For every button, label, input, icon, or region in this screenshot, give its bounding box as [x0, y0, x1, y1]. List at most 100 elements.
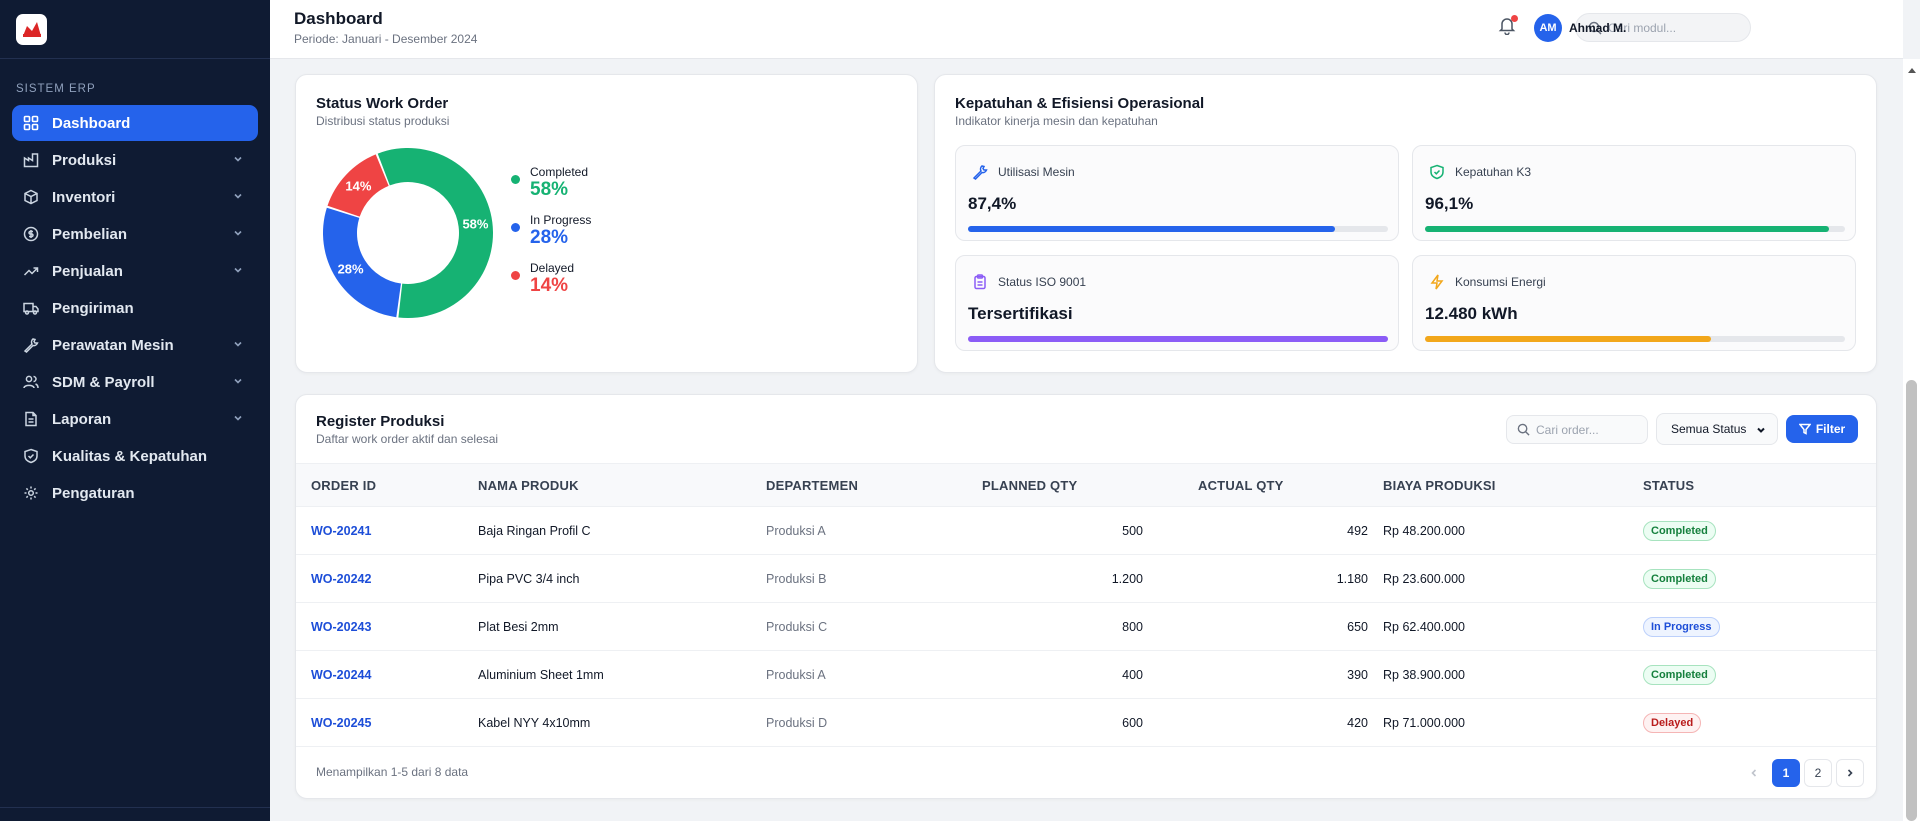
product-name-cell: Pipa PVC 3/4 inch [478, 571, 580, 586]
chevron-down-icon [234, 193, 242, 199]
column-header-planned-qty[interactable]: PLANNED QTY [982, 477, 1078, 493]
clipboard-icon [974, 274, 986, 290]
legend-label: Completed [530, 165, 589, 179]
search-placeholder: Cari modul... [1608, 20, 1677, 35]
status-cell: Completed [1643, 555, 1876, 603]
trending-up-icon [22, 262, 40, 280]
gear-icon [22, 484, 40, 502]
card-subtitle: Daftar work order aktif dan selesai [316, 432, 499, 446]
product-name-cell: Plat Besi 2mm [478, 619, 559, 634]
boxes-icon [22, 188, 40, 206]
sidebar-item-kualitas-kepatuhan[interactable]: Kualitas & Kepatuhan [12, 438, 258, 474]
sidebar-item-label: Perawatan Mesin [52, 336, 174, 354]
scrollbar-thumb[interactable] [1906, 380, 1917, 821]
sidebar-item-pengiriman[interactable]: Pengiriman [12, 290, 258, 326]
search-icon [1588, 21, 1602, 35]
actual-qty-cell: 420 [1347, 715, 1368, 730]
column-header-status[interactable]: STATUS [1643, 477, 1695, 493]
period-label: Periode: Januari - Desember 2024 [294, 32, 478, 46]
chevron-down-icon [234, 156, 242, 162]
column-header-nama-produk[interactable]: NAMA PRODUK [478, 477, 579, 493]
sidebar-item-sdm-payroll[interactable]: SDM & Payroll [12, 364, 258, 400]
column-header-actual-qty[interactable]: ACTUAL QTY [1198, 477, 1284, 493]
table-row[interactable]: WO-20244 Aluminium Sheet 1mm Produksi A 400… [296, 651, 1876, 699]
module-search-input[interactable]: Cari modul... [1575, 13, 1751, 42]
donut-slice-completed[interactable] [377, 148, 493, 318]
filter-label: Filter [1815, 422, 1846, 436]
status-select[interactable]: Semua Status [1656, 413, 1778, 445]
donut-slice-delayed[interactable] [327, 154, 389, 217]
production-table: ORDER ID NAMA PRODUK DEPARTEMEN PLANNED … [296, 463, 1876, 747]
filter-button[interactable]: Filter [1786, 415, 1858, 443]
legend-item-completed: Completed 58% [511, 165, 591, 201]
donut-slice-in-progress[interactable] [323, 207, 401, 318]
bell-icon[interactable] [1498, 16, 1516, 35]
kpi-progress-track [968, 336, 1388, 342]
kpi-value: 87,4% [968, 194, 1017, 213]
wrench-icon [972, 165, 988, 180]
table-row[interactable]: WO-20241 Baja Ringan Profil C Produksi A 50… [296, 507, 1876, 555]
work-order-donut-chart: 58% 28% 14% [323, 148, 493, 318]
sidebar-item-laporan[interactable]: Laporan [12, 401, 258, 437]
grid-icon [22, 114, 40, 132]
column-header-order-id[interactable]: ORDER ID [311, 477, 377, 493]
kpi-progress-fill [1425, 336, 1711, 342]
table-row[interactable]: WO-20242 Pipa PVC 3/4 inch Produksi B 1.200… [296, 555, 1876, 603]
table-row[interactable]: WO-20245 Kabel NYY 4x10mm Produksi D 600 420… [296, 699, 1876, 747]
next-page-button[interactable] [1836, 759, 1864, 787]
sidebar-item-perawatan-mesin[interactable]: Perawatan Mesin [12, 327, 258, 363]
kpi-progress-track [968, 226, 1388, 232]
kpi-utilisasi-mesin: Utilisasi Mesin 87,4% [955, 145, 1399, 241]
wrench-icon [22, 336, 40, 354]
card-title: Status Work Order [316, 95, 449, 112]
sidebar-footer [0, 807, 270, 821]
department-cell: Produksi C [766, 619, 828, 634]
sidebar-item-pengaturan[interactable]: Pengaturan [12, 475, 258, 511]
production-cost-cell: Rp 38.900.000 [1383, 667, 1466, 682]
legend-value: 58% [530, 179, 569, 200]
table-row[interactable]: WO-20243 Plat Besi 2mm Produksi C 800 650 Rp … [296, 603, 1876, 651]
avatar[interactable]: AM [1534, 14, 1562, 42]
page-title: Dashboard [294, 9, 383, 28]
kpi-label: Kepatuhan K3 [1455, 165, 1532, 179]
compliance-efficiency-card: Kepatuhan & Efisiensi Operasional Indika… [934, 74, 1877, 373]
order-id-link[interactable]: WO-20241 [311, 523, 372, 538]
column-header-departemen[interactable]: DEPARTEMEN [766, 477, 859, 493]
user-name[interactable]: Ahmad M. [1569, 21, 1627, 35]
sidebar-item-dashboard[interactable]: Dashboard [12, 105, 258, 141]
prev-page-button[interactable] [1740, 759, 1768, 787]
sidebar-item-penjualan[interactable]: Penjualan [12, 253, 258, 289]
chart-legend: Completed 58% In Progress 28% Delayed 14… [511, 165, 591, 309]
sidebar-item-inventori[interactable]: Inventori [12, 179, 258, 215]
sidebar-section-label: SISTEM ERP [16, 83, 96, 95]
sidebar-item-label: Pembelian [52, 225, 128, 243]
card-subtitle: Distribusi status produksi [316, 114, 450, 128]
table-header-row: ORDER ID NAMA PRODUK DEPARTEMEN PLANNED … [296, 463, 1876, 507]
pagination: 1 2 [1736, 759, 1864, 787]
production-cost-cell: Rp 48.200.000 [1383, 523, 1466, 538]
status-badge: Completed [1643, 664, 1716, 685]
kpi-label: Utilisasi Mesin [998, 165, 1075, 179]
column-header-biaya-produksi[interactable]: BIAYA PRODUKSI [1383, 477, 1496, 493]
order-id-link[interactable]: WO-20244 [311, 667, 372, 682]
search-icon [1517, 423, 1530, 436]
order-id-link[interactable]: WO-20243 [311, 619, 372, 634]
page-1-button[interactable]: 1 [1772, 759, 1800, 787]
shield-check-icon [1430, 164, 1444, 180]
app-logo[interactable] [16, 13, 47, 45]
sidebar-item-produksi[interactable]: Produksi [12, 142, 258, 178]
page-2-button[interactable]: 2 [1804, 759, 1832, 787]
card-title: Kepatuhan & Efisiensi Operasional [955, 95, 1205, 112]
sidebar-item-pembelian[interactable]: Pembelian [12, 216, 258, 252]
product-name-cell: Kabel NYY 4x10mm [478, 715, 591, 730]
notification-dot [1511, 15, 1518, 22]
scroll-up-arrow-icon[interactable] [1907, 66, 1917, 74]
order-id-link[interactable]: WO-20242 [311, 571, 372, 586]
order-id-link[interactable]: WO-20245 [311, 715, 372, 730]
planned-qty-cell: 500 [1122, 523, 1143, 538]
order-search-input[interactable]: Cari order... [1506, 415, 1648, 444]
legend-label: In Progress [530, 213, 592, 227]
legend-dot [511, 271, 520, 280]
planned-qty-cell: 400 [1122, 667, 1143, 682]
document-icon [22, 410, 40, 428]
